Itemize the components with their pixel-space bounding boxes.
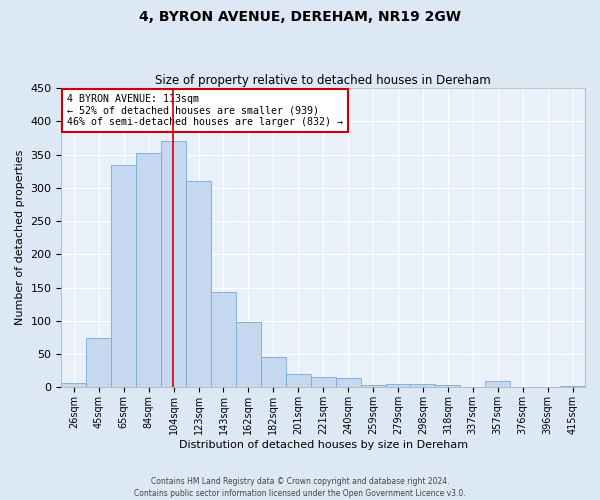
Bar [460, 387, 485, 388]
Y-axis label: Number of detached properties: Number of detached properties [15, 150, 25, 326]
Bar [410, 384, 436, 388]
Bar [211, 292, 236, 388]
Bar [560, 386, 585, 388]
Text: Contains HM Land Registry data © Crown copyright and database right 2024.
Contai: Contains HM Land Registry data © Crown c… [134, 476, 466, 498]
Bar [186, 182, 211, 388]
Title: Size of property relative to detached houses in Dereham: Size of property relative to detached ho… [155, 74, 491, 87]
Bar [535, 387, 560, 388]
Text: 4 BYRON AVENUE: 113sqm
← 52% of detached houses are smaller (939)
46% of semi-de: 4 BYRON AVENUE: 113sqm ← 52% of detached… [67, 94, 343, 128]
Bar [161, 142, 186, 388]
Bar [311, 377, 335, 388]
X-axis label: Distribution of detached houses by size in Dereham: Distribution of detached houses by size … [179, 440, 468, 450]
Bar [111, 164, 136, 388]
Bar [386, 384, 410, 388]
Text: 4, BYRON AVENUE, DEREHAM, NR19 2GW: 4, BYRON AVENUE, DEREHAM, NR19 2GW [139, 10, 461, 24]
Bar [61, 383, 86, 388]
Bar [236, 322, 261, 388]
Bar [436, 385, 460, 388]
Bar [335, 378, 361, 388]
Bar [286, 374, 311, 388]
Bar [510, 387, 535, 388]
Bar [261, 357, 286, 388]
Bar [86, 338, 111, 388]
Bar [485, 381, 510, 388]
Bar [136, 152, 161, 388]
Bar [361, 386, 386, 388]
